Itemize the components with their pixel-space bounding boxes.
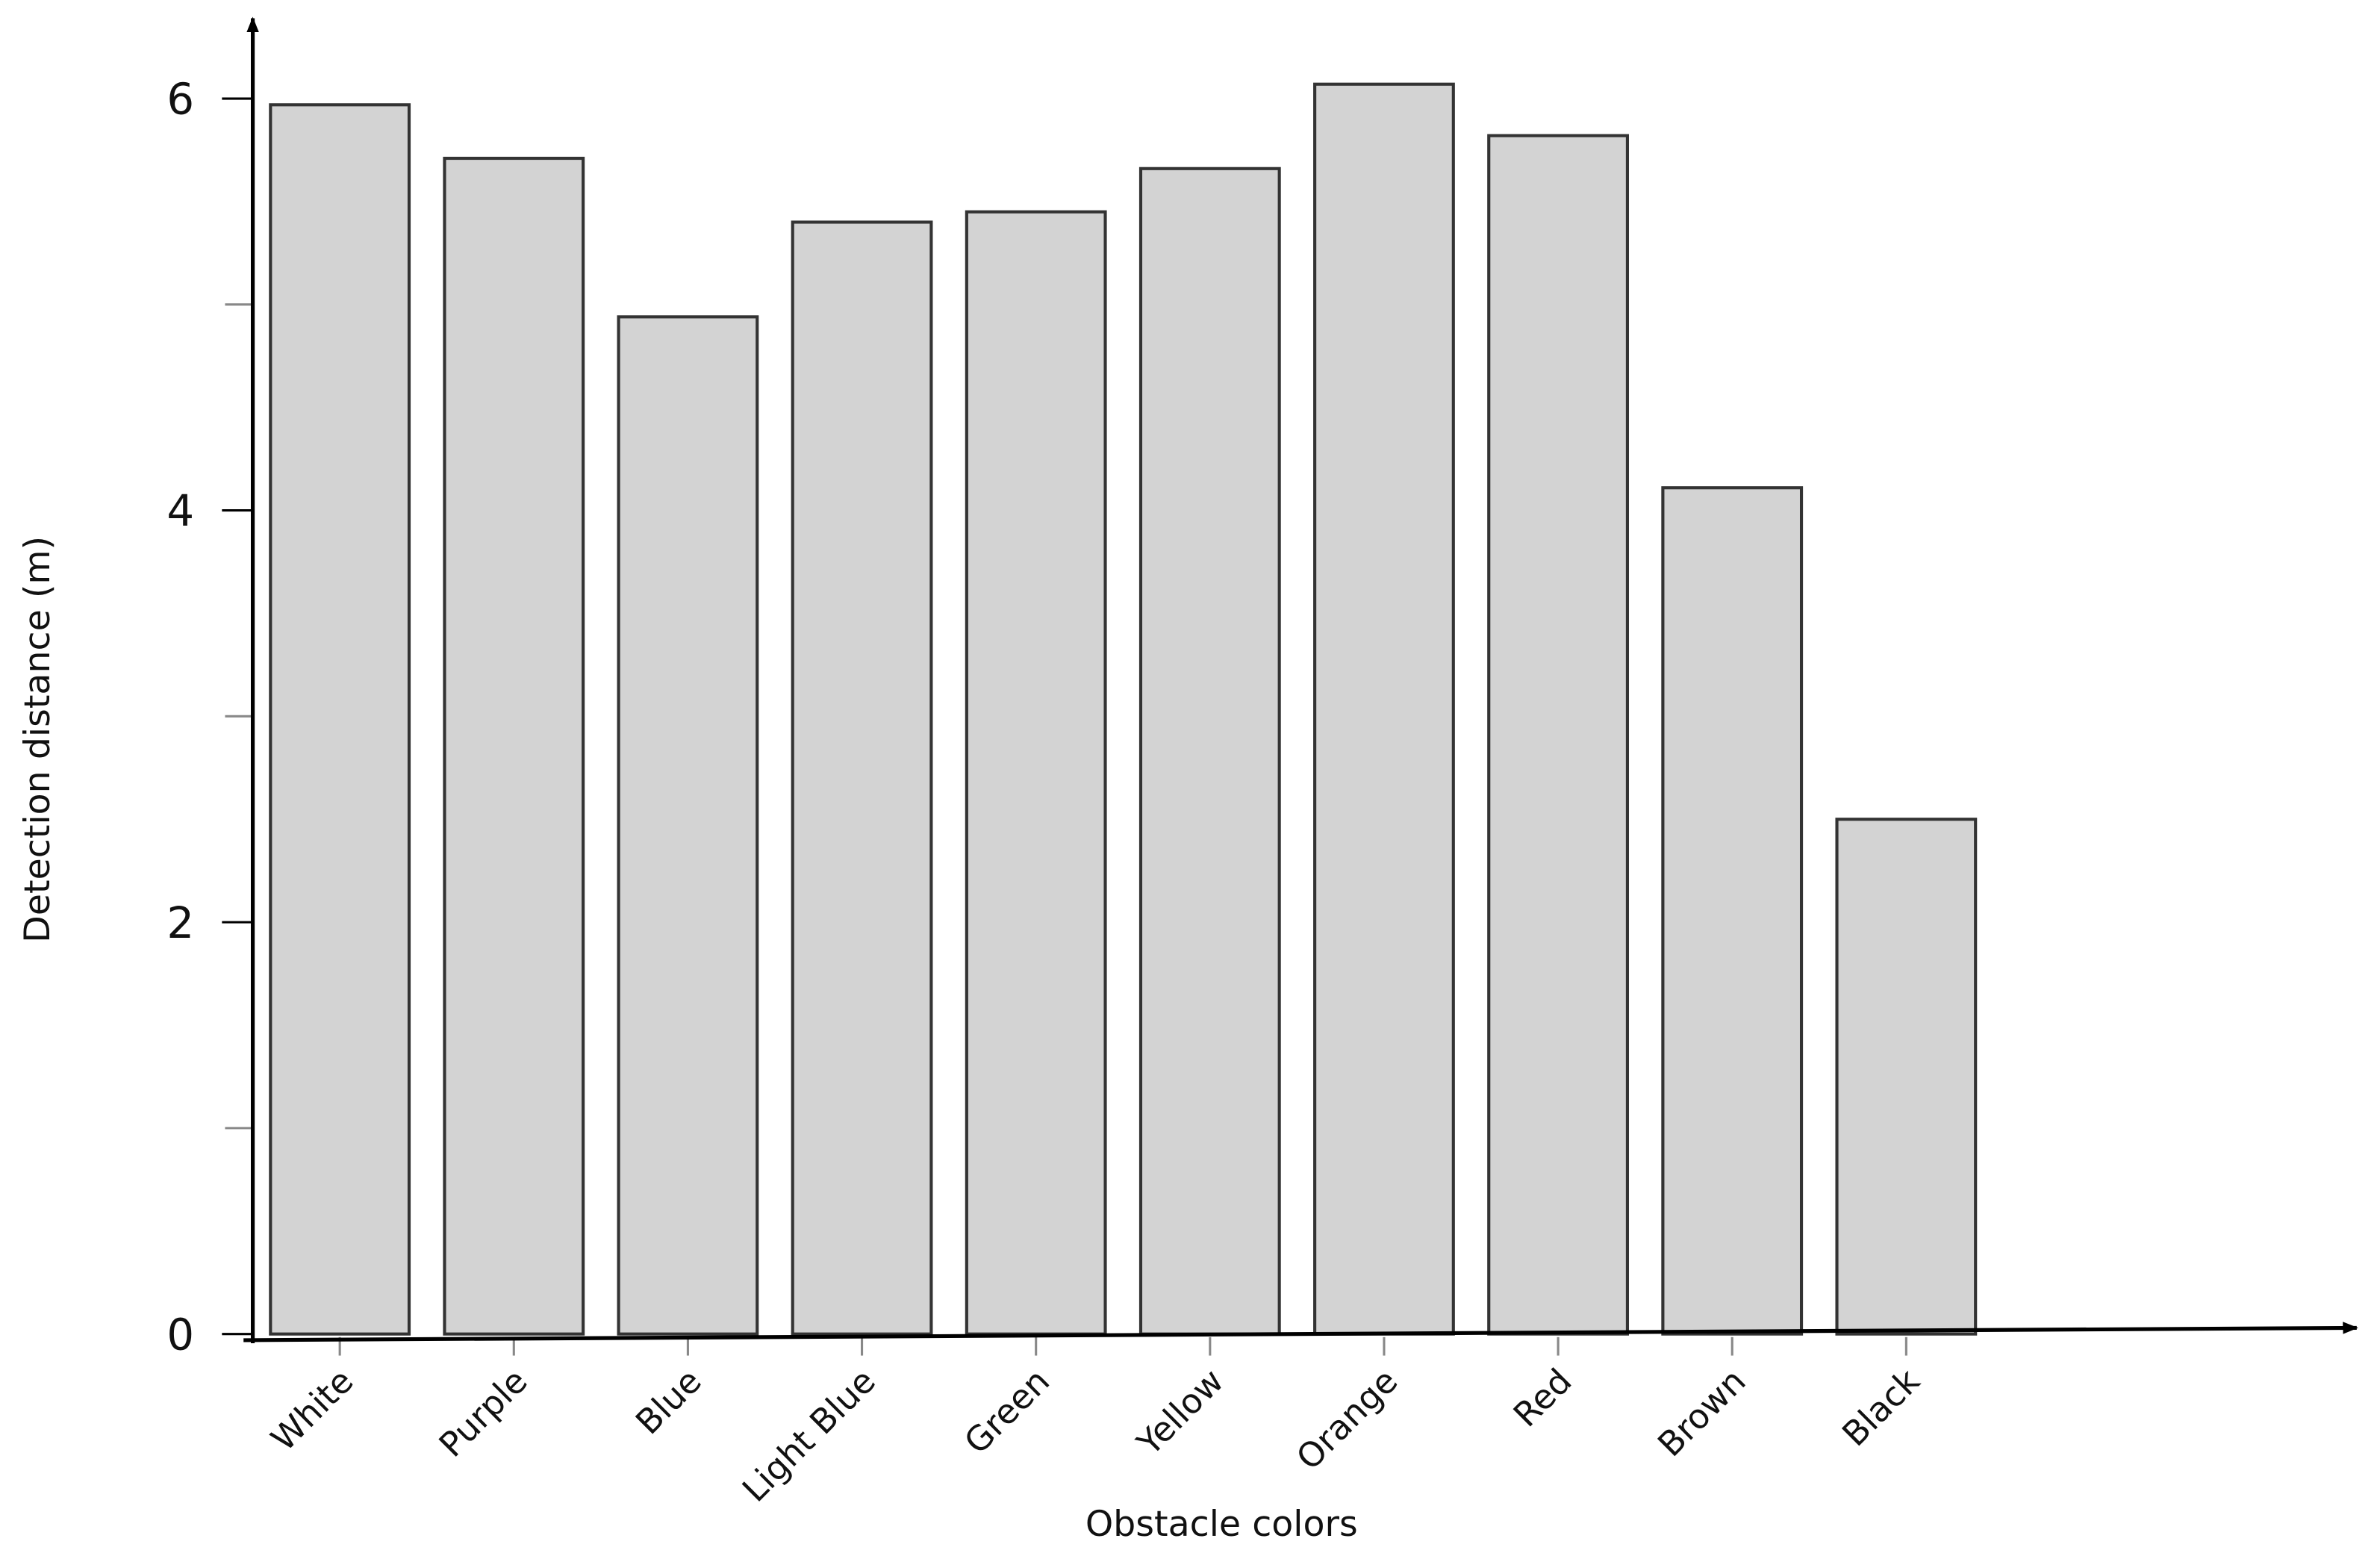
bar xyxy=(1487,134,1629,1336)
y-tick-label: 4 xyxy=(166,485,194,536)
x-tick-label: Blue xyxy=(628,1361,708,1442)
bar xyxy=(1138,167,1281,1336)
bar xyxy=(791,220,933,1336)
bar xyxy=(1835,818,1978,1336)
y-tick-label: 6 xyxy=(166,74,194,125)
x-tick-label: Black xyxy=(1834,1360,1928,1454)
x-tick-label: Red xyxy=(1506,1361,1579,1434)
y-axis-label: Detection distance (m) xyxy=(17,536,58,943)
x-tick-label: White xyxy=(264,1361,361,1459)
x-tick-label: Green xyxy=(956,1361,1057,1462)
bar xyxy=(269,103,411,1336)
bar xyxy=(965,210,1107,1336)
x-tick-label: Yellow xyxy=(1129,1361,1231,1463)
y-tick-label: 2 xyxy=(166,897,194,948)
x-tick-label: Purple xyxy=(432,1361,535,1465)
x-tick-label: Light Blue xyxy=(735,1361,883,1510)
x-tick-label: Brown xyxy=(1650,1361,1753,1464)
x-axis xyxy=(243,1322,2358,1342)
y-tick-label: 0 xyxy=(166,1309,194,1360)
x-axis-label: Obstacle colors xyxy=(1085,1504,1358,1545)
bar xyxy=(617,315,759,1336)
bar xyxy=(1313,82,1455,1336)
x-tick-label: Orange xyxy=(1289,1361,1405,1478)
bar xyxy=(443,156,585,1336)
bar xyxy=(1661,486,1804,1336)
